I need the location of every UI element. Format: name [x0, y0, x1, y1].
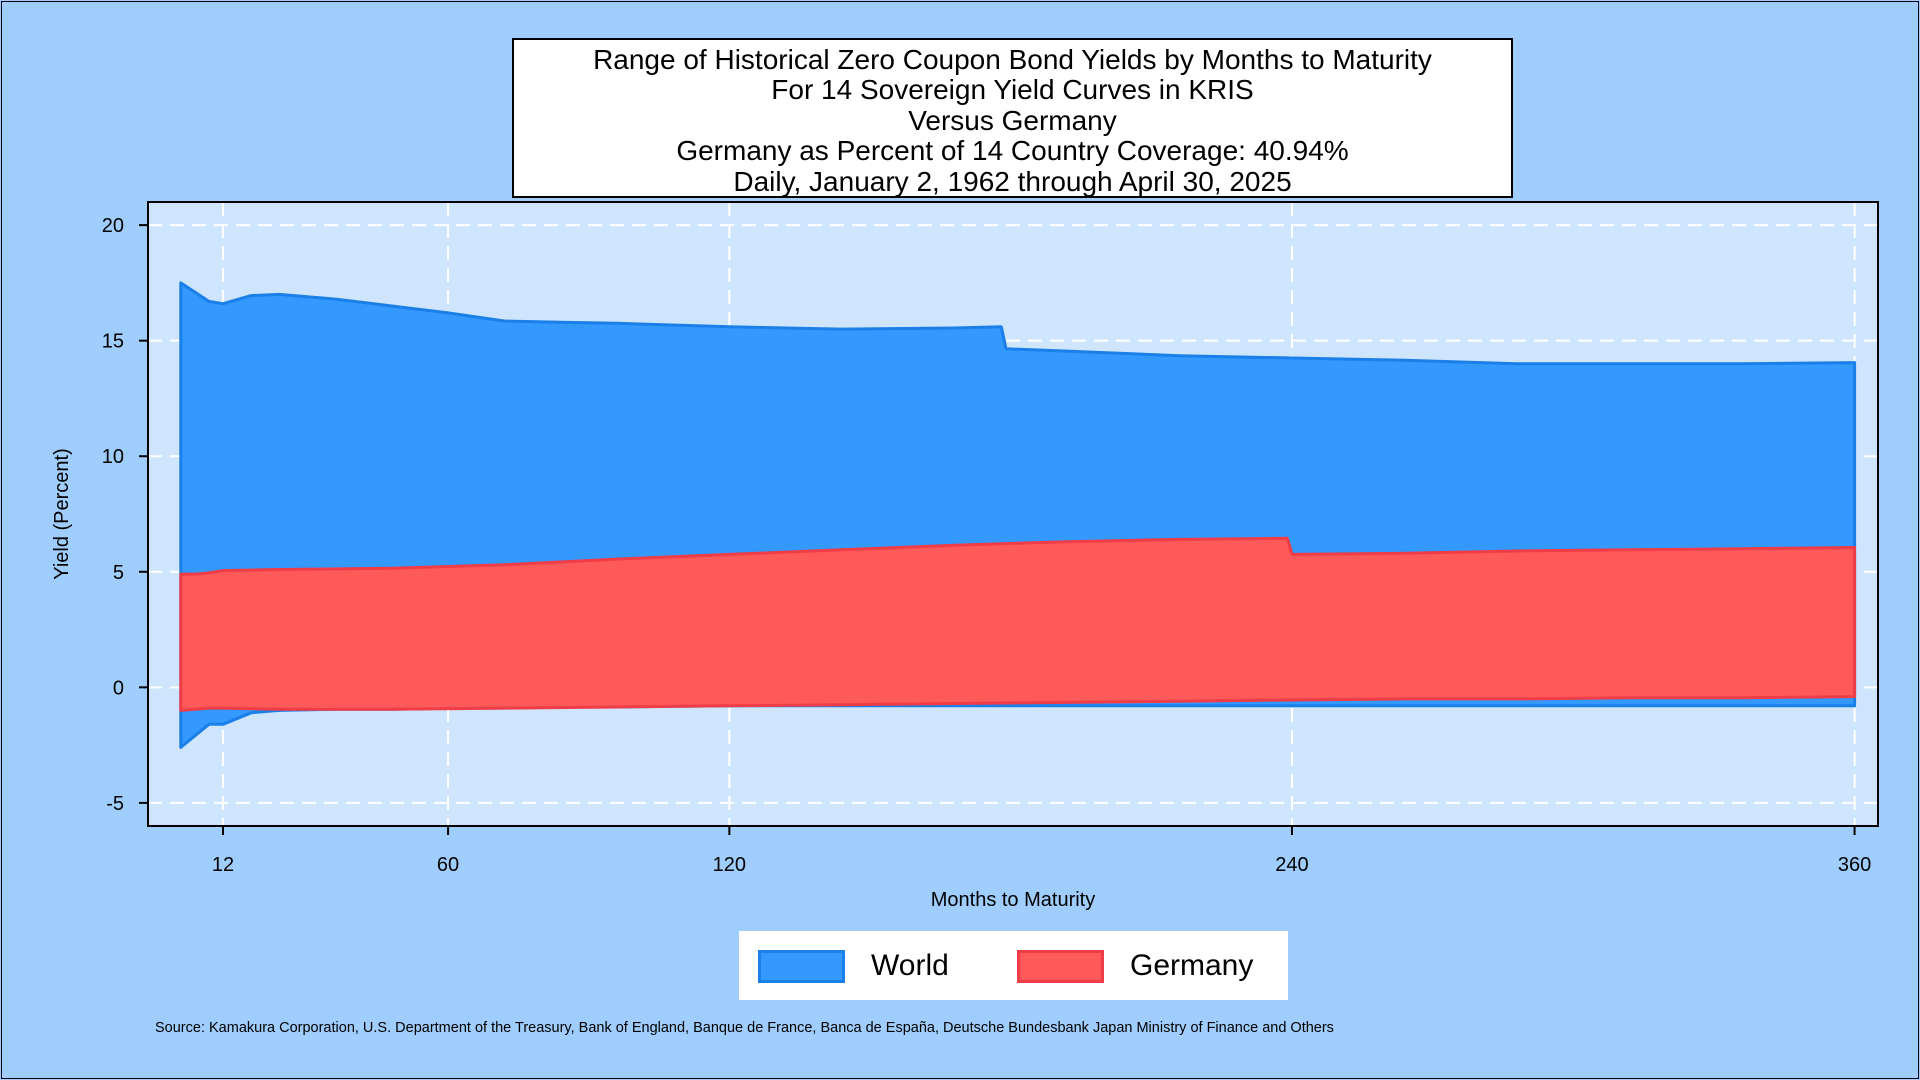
title-line-3: Versus Germany — [908, 104, 1117, 136]
y-tick-label: 5 — [113, 562, 124, 584]
x-tick-label: 12 — [212, 854, 234, 876]
legend-label-world: World — [871, 949, 949, 982]
x-tick-label: 60 — [437, 854, 459, 876]
y-axis-title: Yield (Percent) — [51, 448, 73, 580]
y-tick-label: 0 — [113, 677, 124, 699]
legend-swatch-germany — [1017, 949, 1104, 983]
chart-title-box: Range of Historical Zero Coupon Bond Yie… — [512, 38, 1513, 198]
y-tick-label: 15 — [102, 331, 124, 353]
plot-border — [147, 201, 1879, 827]
legend-swatch-world — [758, 949, 845, 983]
legend-item-world: World — [758, 948, 949, 984]
axis-ticks: -5 0 5 10 15 20 12 60 120 240 360 — [102, 215, 1871, 876]
legend: World Germany — [739, 931, 1288, 1000]
x-tick-label: 120 — [713, 854, 746, 876]
x-axis-title: Months to Maturity — [931, 889, 1096, 911]
title-line-5: Daily, January 2, 1962 through April 30,… — [733, 165, 1292, 197]
legend-label-germany: Germany — [1130, 949, 1254, 982]
legend-item-germany: Germany — [1017, 948, 1253, 984]
y-tick-label: 10 — [102, 446, 124, 468]
title-line-4: Germany as Percent of 14 Country Coverag… — [676, 135, 1349, 167]
source-note: Source: Kamakura Corporation, U.S. Depar… — [155, 1020, 1334, 1036]
title-line-2: For 14 Sovereign Yield Curves in KRIS — [771, 74, 1254, 106]
y-tick-label: 20 — [102, 215, 124, 237]
x-tick-label: 240 — [1275, 854, 1308, 876]
area-germany — [179, 536, 1857, 712]
series-areas — [179, 281, 1857, 749]
title-line-1: Range of Historical Zero Coupon Bond Yie… — [593, 44, 1432, 75]
y-tick-label: -5 — [106, 793, 124, 815]
x-tick-label: 360 — [1838, 854, 1871, 876]
